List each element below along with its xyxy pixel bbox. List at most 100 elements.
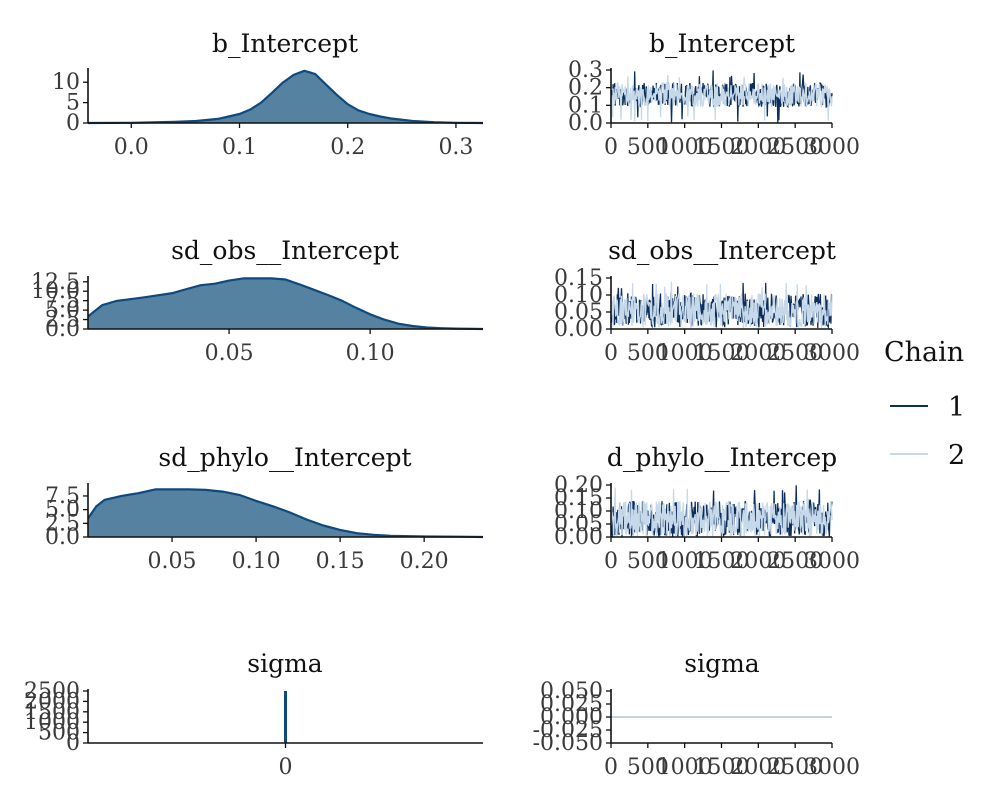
panel-title: d_phylo__Intercep xyxy=(607,443,837,472)
x-tick-label: 0.20 xyxy=(400,549,449,574)
x-tick-label: 0 xyxy=(604,135,618,160)
x-tick-label: 0.1 xyxy=(222,135,257,160)
legend-title: Chain xyxy=(884,337,964,368)
x-tick-label: 2000 xyxy=(730,549,786,574)
x-tick-label: 1000 xyxy=(657,135,713,160)
x-tick-label: 0 xyxy=(604,341,618,366)
x-tick-label: 3000 xyxy=(804,135,860,160)
x-tick-label: 2500 xyxy=(767,755,823,780)
trace-chain-2 xyxy=(610,74,833,122)
y-tick-label: 0.0 xyxy=(45,317,80,342)
y-tick-label: 1500 xyxy=(24,700,80,725)
y-tick-label: 0.2 xyxy=(568,76,603,101)
y-tick-label: 0 xyxy=(66,111,80,136)
x-tick-label: 1500 xyxy=(694,341,750,366)
legend-label-chain-1: 1 xyxy=(948,392,965,423)
x-tick-label: 3000 xyxy=(804,341,860,366)
y-tick-label: 0.15 xyxy=(554,486,603,511)
x-tick-label: 1000 xyxy=(657,549,713,574)
density-line xyxy=(87,277,484,331)
density-area xyxy=(88,278,483,329)
y-tick-label: -0.050 xyxy=(533,731,603,756)
y-tick-label: 2.5 xyxy=(45,511,80,536)
trace-chain-2 xyxy=(610,281,833,329)
panel-2: sd_obs__Intercept 0.05 0.10 0.02.55.07.510.… xyxy=(31,236,484,366)
x-tick-label: 2500 xyxy=(767,135,823,160)
y-tick-label: 2000 xyxy=(24,689,80,714)
trace-chain-2 xyxy=(610,487,833,538)
x-tick-label: 1500 xyxy=(694,549,750,574)
panel-title: b_Intercept xyxy=(212,29,358,58)
x-tick-label: 0.10 xyxy=(346,341,395,366)
y-tick-label: 10 xyxy=(52,70,80,95)
x-tick-label: 500 xyxy=(627,755,669,780)
x-tick-label: 2000 xyxy=(730,341,786,366)
y-tick-label: 1000 xyxy=(24,710,80,735)
y-tick-label: 2500 xyxy=(24,679,80,704)
density-area xyxy=(88,489,483,537)
y-tick-label: -0.025 xyxy=(533,718,603,743)
y-tick-label: 0.050 xyxy=(540,679,603,704)
y-tick-label: 7.5 xyxy=(45,289,80,314)
x-tick-label: 0.05 xyxy=(148,549,197,574)
chain-legend: Chain 1 2 xyxy=(884,337,965,471)
y-tick-label: 0.000 xyxy=(540,705,603,730)
y-tick-label: 5.0 xyxy=(45,298,80,323)
x-tick-label: 1000 xyxy=(657,341,713,366)
y-tick-label: 0.05 xyxy=(554,512,603,537)
panel-title: sd_obs__Intercept xyxy=(171,236,399,265)
x-tick-label: 3000 xyxy=(804,549,860,574)
y-tick-label: 0.0 xyxy=(568,111,603,136)
panel-title: b_Intercept xyxy=(649,29,795,58)
y-tick-label: 5.0 xyxy=(45,498,80,523)
panel-title: sd_phylo__Intercept xyxy=(158,443,411,472)
x-tick-label: 2000 xyxy=(730,135,786,160)
density-line xyxy=(87,69,484,125)
y-tick-label: 0.0 xyxy=(45,525,80,550)
x-tick-label: 1000 xyxy=(657,755,713,780)
x-tick-label: 2500 xyxy=(767,341,823,366)
panel-title: sigma xyxy=(684,649,760,678)
panel-4: sd_phylo__Intercept 0.05 0.10 0.15 0.20 0.02.… xyxy=(45,443,484,574)
y-tick-label: 5 xyxy=(66,91,80,116)
x-tick-label: 0 xyxy=(279,755,293,780)
y-tick-label: 0.05 xyxy=(554,300,603,325)
x-tick-label: 0 xyxy=(604,755,618,780)
panel-3: sd_obs__Intercept 0 5001000150020002500300… xyxy=(554,236,860,366)
x-tick-label: 500 xyxy=(627,549,669,574)
y-tick-label: 0.025 xyxy=(540,692,603,717)
x-tick-label: 0.05 xyxy=(205,341,254,366)
y-tick-label: 0.15 xyxy=(554,266,603,291)
x-tick-label: 2500 xyxy=(767,549,823,574)
legend-label-chain-2: 2 xyxy=(948,440,965,471)
x-tick-label: 0.3 xyxy=(438,135,473,160)
x-tick-label: 0.0 xyxy=(114,135,149,160)
y-tick-label: 0.10 xyxy=(554,499,603,524)
y-tick-label: 0.10 xyxy=(554,283,603,308)
panel-title: sigma xyxy=(247,649,323,678)
x-tick-label: 2000 xyxy=(730,755,786,780)
x-tick-label: 500 xyxy=(627,341,669,366)
y-tick-label: 10.0 xyxy=(31,279,80,304)
panel-title: sd_obs__Intercept xyxy=(608,236,836,265)
y-tick-label: 7.5 xyxy=(45,484,80,509)
x-tick-label: 500 xyxy=(627,135,669,160)
x-tick-label: 0 xyxy=(604,549,618,574)
y-tick-label: 500 xyxy=(38,721,80,746)
density-line xyxy=(87,488,484,539)
panel-5: d_phylo__Intercep 0 5001000150020002500300… xyxy=(554,443,860,574)
x-tick-label: 0.2 xyxy=(330,135,365,160)
density-area xyxy=(88,70,483,123)
x-tick-label: 1500 xyxy=(694,755,750,780)
y-tick-label: 0 xyxy=(66,731,80,756)
y-tick-label: 0.00 xyxy=(554,317,603,342)
y-tick-label: 12.5 xyxy=(31,270,80,295)
x-tick-label: 3000 xyxy=(804,755,860,780)
y-tick-label: 0.20 xyxy=(554,473,603,498)
